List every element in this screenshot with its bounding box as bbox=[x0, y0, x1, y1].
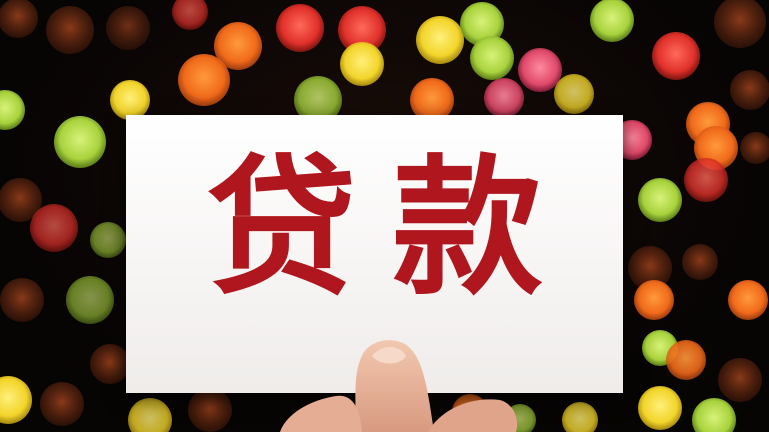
bokeh-light bbox=[470, 36, 514, 80]
bokeh-light bbox=[718, 358, 762, 402]
bokeh-light bbox=[214, 22, 262, 70]
bokeh-light bbox=[416, 16, 464, 64]
bokeh-light bbox=[692, 398, 736, 432]
bokeh-light bbox=[452, 394, 488, 430]
bokeh-light bbox=[684, 158, 728, 202]
bokeh-light bbox=[562, 402, 598, 432]
bokeh-light bbox=[294, 76, 342, 124]
card-title: 贷款 bbox=[206, 140, 579, 316]
bokeh-light bbox=[730, 70, 769, 110]
bokeh-light bbox=[634, 280, 674, 320]
bokeh-light bbox=[40, 382, 84, 426]
bokeh-light bbox=[340, 42, 384, 86]
bokeh-light bbox=[740, 132, 769, 164]
bokeh-light bbox=[66, 276, 114, 324]
bokeh-light bbox=[518, 48, 562, 92]
bokeh-light bbox=[90, 344, 130, 384]
bokeh-light bbox=[666, 340, 706, 380]
bokeh-light bbox=[652, 32, 700, 80]
bokeh-light bbox=[172, 0, 208, 30]
bokeh-light bbox=[728, 280, 768, 320]
bokeh-light bbox=[628, 246, 672, 290]
bokeh-light bbox=[188, 388, 232, 432]
bokeh-light bbox=[0, 178, 42, 222]
bokeh-light bbox=[504, 404, 536, 432]
bokeh-light bbox=[460, 2, 504, 46]
bokeh-light bbox=[682, 244, 718, 280]
bokeh-light bbox=[30, 204, 78, 252]
bokeh-light bbox=[0, 90, 25, 130]
bokeh-light bbox=[338, 6, 386, 54]
bokeh-light bbox=[0, 0, 38, 38]
bokeh-light bbox=[106, 6, 150, 50]
white-card: 贷款 bbox=[126, 115, 623, 393]
bokeh-light bbox=[554, 74, 594, 114]
bokeh-light bbox=[0, 278, 44, 322]
bokeh-light bbox=[590, 0, 634, 42]
bokeh-light bbox=[54, 116, 106, 168]
bokeh-light bbox=[714, 0, 766, 48]
bokeh-light bbox=[46, 6, 94, 54]
bokeh-light bbox=[484, 78, 524, 118]
bokeh-light bbox=[90, 222, 126, 258]
bokeh-light bbox=[178, 54, 230, 106]
bokeh-light bbox=[0, 376, 32, 424]
bokeh-light bbox=[128, 398, 172, 432]
bokeh-light bbox=[410, 78, 454, 122]
bokeh-light bbox=[110, 80, 150, 120]
bokeh-light bbox=[638, 386, 682, 430]
bokeh-light bbox=[638, 178, 682, 222]
bokeh-light bbox=[276, 4, 324, 52]
